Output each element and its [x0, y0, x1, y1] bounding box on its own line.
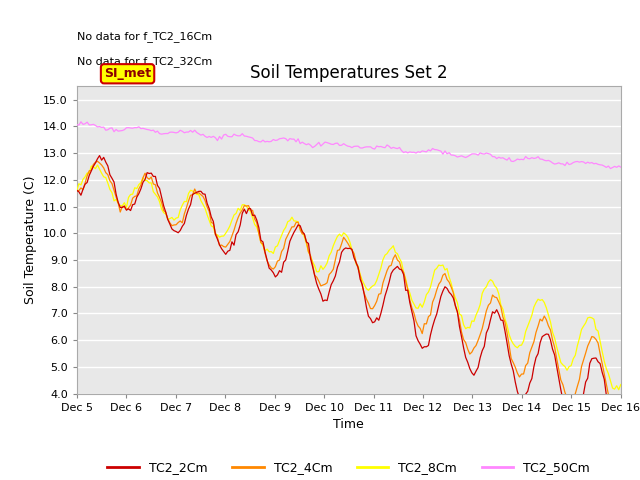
Text: No data for f_TC2_32Cm: No data for f_TC2_32Cm — [77, 56, 212, 67]
Text: No data for f_TC2_16Cm: No data for f_TC2_16Cm — [77, 31, 212, 42]
Text: SI_met: SI_met — [104, 67, 151, 80]
Y-axis label: Soil Temperature (C): Soil Temperature (C) — [24, 176, 38, 304]
Title: Soil Temperatures Set 2: Soil Temperatures Set 2 — [250, 64, 447, 82]
Legend: TC2_2Cm, TC2_4Cm, TC2_8Cm, TC2_50Cm: TC2_2Cm, TC2_4Cm, TC2_8Cm, TC2_50Cm — [102, 456, 595, 480]
X-axis label: Time: Time — [333, 418, 364, 431]
